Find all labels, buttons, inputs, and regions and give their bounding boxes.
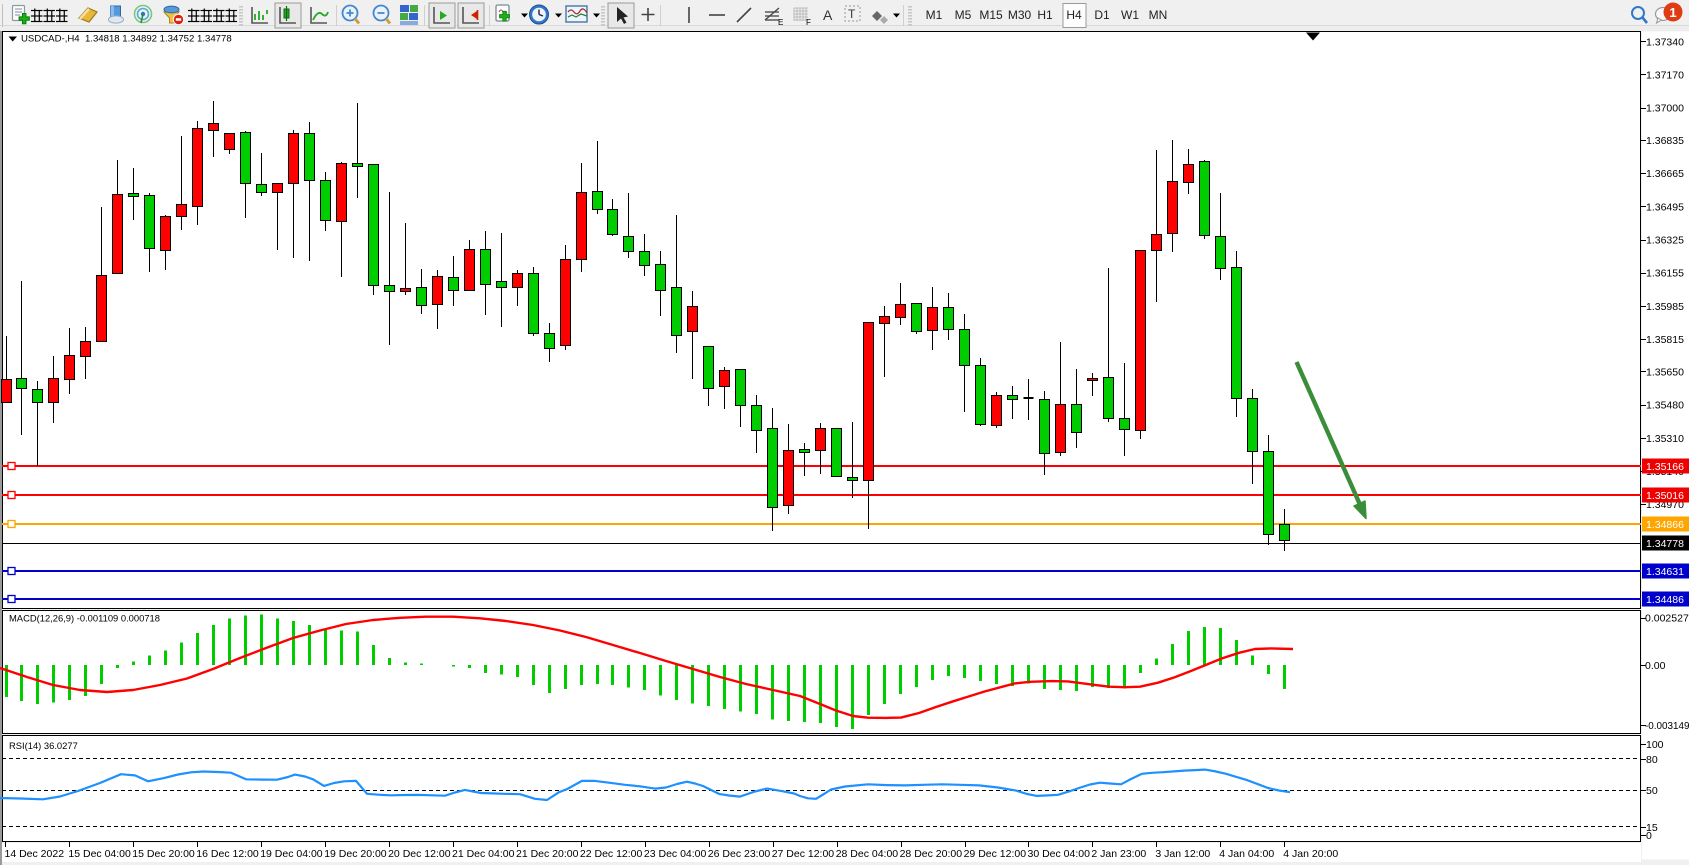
svg-text:20 Dec 12:00: 20 Dec 12:00 [388, 848, 451, 860]
svg-text:1.36835: 1.36835 [1646, 135, 1684, 147]
svg-text:26 Dec 23:00: 26 Dec 23:00 [708, 848, 771, 860]
svg-text:1: 1 [1669, 5, 1676, 20]
svg-text:0: 0 [1646, 830, 1652, 842]
svg-text:15: 15 [1646, 822, 1658, 834]
svg-text:21 Dec 04:00: 21 Dec 04:00 [452, 848, 515, 860]
svg-text:H4: H4 [1066, 8, 1082, 22]
svg-text:1.36325: 1.36325 [1646, 235, 1684, 247]
svg-text:1.35480: 1.35480 [1646, 400, 1684, 412]
svg-text:1.34778: 1.34778 [1646, 538, 1684, 550]
svg-text:T: T [848, 7, 856, 21]
svg-text:M30: M30 [1008, 8, 1032, 22]
svg-text:1.36495: 1.36495 [1646, 201, 1684, 213]
svg-text:E: E [778, 18, 783, 27]
svg-text:MN: MN [1149, 8, 1168, 22]
svg-text:F: F [806, 18, 811, 27]
svg-text:28 Dec 04:00: 28 Dec 04:00 [836, 848, 899, 860]
svg-text:0.00: 0.00 [1645, 660, 1666, 672]
svg-text:1.35310: 1.35310 [1646, 433, 1684, 445]
svg-text:1.37000: 1.37000 [1646, 103, 1684, 115]
svg-text:19 Dec 20:00: 19 Dec 20:00 [324, 848, 387, 860]
svg-text:RSI(14) 36.0277: RSI(14) 36.0277 [9, 740, 78, 751]
svg-text:15 Dec 04:00: 15 Dec 04:00 [68, 848, 131, 860]
svg-text:1.36665: 1.36665 [1646, 168, 1684, 180]
svg-text:29 Dec 12:00: 29 Dec 12:00 [964, 848, 1027, 860]
svg-text:4 Jan 04:00: 4 Jan 04:00 [1219, 848, 1274, 860]
svg-text:USDCAD-,H4 1.34818 1.34892 1.: USDCAD-,H4 1.34818 1.34892 1.34752 1.347… [21, 34, 232, 45]
svg-text:M5: M5 [955, 8, 972, 22]
svg-text:1.36155: 1.36155 [1646, 268, 1684, 280]
svg-text:16 Dec 12:00: 16 Dec 12:00 [196, 848, 259, 860]
svg-text:4 Jan 20:00: 4 Jan 20:00 [1283, 848, 1338, 860]
svg-text:21 Dec 20:00: 21 Dec 20:00 [516, 848, 579, 860]
svg-text:22 Dec 12:00: 22 Dec 12:00 [580, 848, 643, 860]
svg-text:D1: D1 [1094, 8, 1110, 22]
svg-text:19 Dec 04:00: 19 Dec 04:00 [260, 848, 323, 860]
svg-text:30 Dec 04:00: 30 Dec 04:00 [1028, 848, 1091, 860]
svg-text:W1: W1 [1121, 8, 1139, 22]
svg-text:1.34866: 1.34866 [1646, 519, 1684, 531]
svg-text:50: 50 [1646, 785, 1658, 797]
svg-text:1.34631: 1.34631 [1646, 566, 1684, 578]
svg-text:100: 100 [1646, 739, 1664, 751]
svg-text:23 Dec 04:00: 23 Dec 04:00 [644, 848, 707, 860]
svg-text:3 Jan 12:00: 3 Jan 12:00 [1155, 848, 1210, 860]
svg-text:15 Dec 20:00: 15 Dec 20:00 [132, 848, 195, 860]
svg-text:0.002527: 0.002527 [1645, 613, 1689, 625]
svg-text:-0.003149: -0.003149 [1645, 721, 1689, 732]
svg-text:1.37170: 1.37170 [1646, 70, 1684, 82]
svg-text:1.35166: 1.35166 [1646, 461, 1684, 473]
svg-text:80: 80 [1646, 754, 1658, 766]
svg-text:27 Dec 12:00: 27 Dec 12:00 [772, 848, 835, 860]
svg-text:MACD(12,26,9) -0.001109 0.0007: MACD(12,26,9) -0.001109 0.000718 [9, 613, 160, 624]
svg-text:A: A [823, 7, 833, 23]
svg-text:1.34486: 1.34486 [1646, 594, 1684, 606]
svg-text:14 Dec 2022: 14 Dec 2022 [5, 848, 65, 860]
svg-text:M15: M15 [979, 8, 1003, 22]
svg-text:H1: H1 [1037, 8, 1053, 22]
svg-text:28 Dec 20:00: 28 Dec 20:00 [900, 848, 963, 860]
svg-text:2 Jan 23:00: 2 Jan 23:00 [1091, 848, 1146, 860]
svg-text:1.35016: 1.35016 [1646, 490, 1684, 502]
svg-text:1.35985: 1.35985 [1646, 301, 1684, 313]
svg-text:M1: M1 [926, 8, 943, 22]
svg-text:1.37340: 1.37340 [1646, 36, 1684, 48]
svg-text:1.35650: 1.35650 [1646, 366, 1684, 378]
svg-text:1.35815: 1.35815 [1646, 334, 1684, 346]
